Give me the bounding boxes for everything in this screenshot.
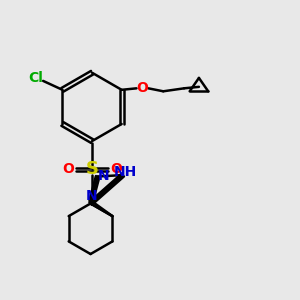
Text: N: N: [98, 169, 109, 184]
Text: S: S: [85, 160, 98, 178]
Text: N: N: [86, 189, 98, 203]
Text: O: O: [62, 162, 74, 176]
Text: O: O: [136, 81, 148, 95]
Text: O: O: [110, 162, 122, 176]
Text: Cl: Cl: [28, 71, 43, 85]
Text: NH: NH: [114, 165, 137, 179]
